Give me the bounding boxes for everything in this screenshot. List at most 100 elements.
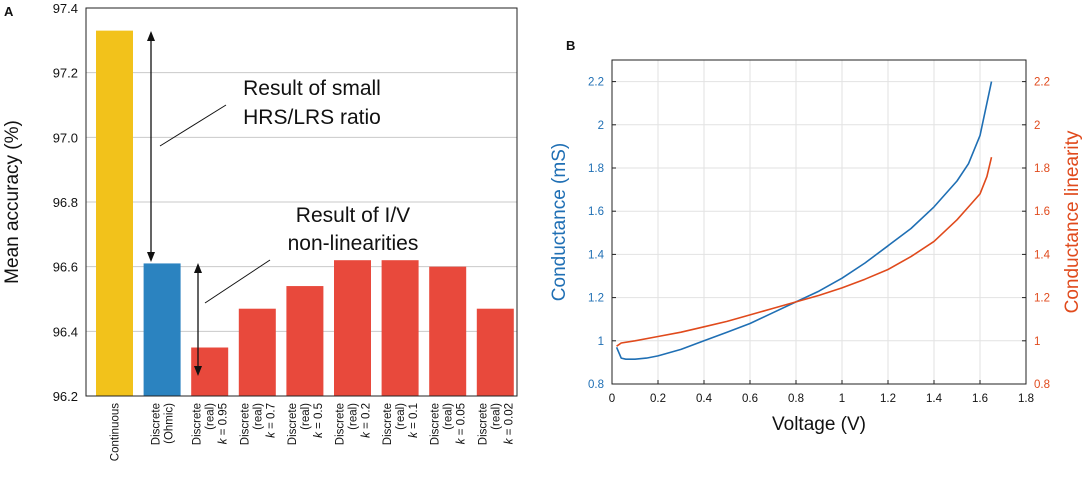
panel-b-label: B bbox=[566, 38, 575, 53]
right-y-tick-label: 2 bbox=[1034, 120, 1040, 132]
x-tick-label: Discrete bbox=[335, 403, 347, 445]
bar bbox=[143, 263, 181, 396]
x-tick-label-k: k bbox=[408, 431, 420, 438]
y-tick-label: 97.4 bbox=[53, 1, 78, 16]
arrow-head-down-icon-2 bbox=[194, 366, 202, 376]
panel-b-left-y-ticks: 0.8 1 1.2 1.4 1.6 1.8 2 2.2 bbox=[588, 77, 616, 391]
x-tick-label: (real) bbox=[300, 403, 312, 430]
right-y-tick-label: 1 bbox=[1034, 336, 1040, 348]
x-tick-label: 1.2 bbox=[880, 393, 896, 405]
panel-a-y-axis-label: Mean accuracy (%) bbox=[2, 120, 23, 284]
x-tick-label: Discrete bbox=[151, 403, 163, 445]
annotation-text-1-line-1: Result of small bbox=[243, 77, 381, 100]
panel-b-x-axis-label: Voltage (V) bbox=[772, 414, 866, 435]
x-tick-label-k-value: = 0.5 bbox=[313, 403, 325, 432]
left-y-tick-label: 2.2 bbox=[588, 77, 604, 89]
x-tick-label: Discrete bbox=[382, 403, 394, 445]
x-tick-label: (real) bbox=[490, 403, 502, 430]
y-tick-label: 96.8 bbox=[53, 195, 78, 210]
x-tick-label-k: k bbox=[218, 437, 230, 444]
x-tick-label-k-value: = 0.02 bbox=[503, 403, 515, 439]
panel-a-y-ticks: 96.2 96.4 96.6 96.8 97.0 97.2 97.4 bbox=[53, 1, 78, 404]
x-tick-label: k = 0.95 bbox=[218, 403, 230, 444]
panel-b-x-ticks: 0 0.2 0.4 0.6 0.8 1 1.2 1.4 1.6 1.8 bbox=[609, 380, 1034, 405]
annotation-text-1-line-2: HRS/LRS ratio bbox=[243, 106, 381, 129]
left-y-tick-label: 1.2 bbox=[588, 293, 604, 305]
bar bbox=[476, 308, 514, 396]
x-tick-label: 1.8 bbox=[1018, 393, 1034, 405]
x-tick-label: 1.6 bbox=[972, 393, 988, 405]
x-tick-label-k-value: = 0.1 bbox=[408, 403, 420, 432]
left-y-tick-label: 1.6 bbox=[588, 206, 604, 218]
panel-a-frame bbox=[85, 7, 518, 397]
x-tick-label: k = 0.5 bbox=[313, 403, 325, 438]
x-tick-label: Discrete bbox=[192, 403, 204, 445]
x-tick-label-k: k bbox=[313, 431, 325, 438]
x-tick-label: k = 0.1 bbox=[408, 403, 420, 438]
right-y-tick-label: 2.2 bbox=[1034, 77, 1050, 89]
conductance-line bbox=[615, 81, 993, 361]
x-tick-label: k = 0.7 bbox=[265, 403, 277, 438]
x-tick-label: k = 0.2 bbox=[361, 403, 373, 438]
x-tick-label: 0 bbox=[609, 393, 615, 405]
bar bbox=[381, 260, 419, 396]
bar bbox=[96, 30, 133, 397]
left-y-tick-label: 1.4 bbox=[588, 249, 605, 261]
right-y-tick-label: 1.2 bbox=[1034, 293, 1050, 305]
x-tick-label: 1.4 bbox=[926, 393, 943, 405]
arrow-head-down-icon bbox=[147, 252, 155, 262]
right-y-tick-label: 0.8 bbox=[1034, 379, 1050, 391]
annotation-leader-line-1 bbox=[159, 104, 227, 147]
x-tick-label-k-value: = 0.05 bbox=[456, 403, 468, 439]
y-tick-label: 97.0 bbox=[53, 130, 78, 145]
arrow-head-up-icon-2 bbox=[194, 263, 202, 273]
x-tick-label: Discrete bbox=[287, 403, 299, 445]
x-tick-label: 0.4 bbox=[696, 393, 713, 405]
x-tick-label: 1 bbox=[839, 393, 845, 405]
y-tick-label: 97.2 bbox=[53, 66, 78, 81]
left-y-tick-label: 1 bbox=[598, 336, 604, 348]
x-tick-label: Continuous bbox=[110, 403, 122, 461]
bar bbox=[334, 260, 371, 396]
right-y-tick-label: 1.4 bbox=[1034, 249, 1051, 261]
right-y-tick-label: 1.8 bbox=[1034, 163, 1050, 175]
panel-b-grid bbox=[612, 60, 1026, 384]
annotation-leader-line-2 bbox=[204, 259, 271, 304]
x-tick-label: k = 0.02 bbox=[503, 403, 515, 444]
x-tick-label-k: k bbox=[361, 431, 373, 438]
x-tick-label-k-value: = 0.95 bbox=[218, 403, 230, 439]
bar bbox=[286, 286, 324, 396]
right-y-tick-label: 1.6 bbox=[1034, 206, 1050, 218]
x-tick-label: (real) bbox=[205, 403, 217, 430]
panel-b-lines bbox=[615, 81, 993, 361]
x-tick-label: Discrete bbox=[430, 403, 442, 445]
y-tick-label: 96.6 bbox=[53, 260, 78, 275]
x-tick-label: (Ohmic) bbox=[164, 403, 176, 444]
x-tick-label: k = 0.05 bbox=[456, 403, 468, 444]
panel-b-right-y-ticks: 0.8 1 1.2 1.4 1.6 1.8 2 2.2 bbox=[1022, 77, 1051, 391]
x-tick-label: 0.6 bbox=[742, 393, 758, 405]
annotation-text-2-line-1: Result of I/V bbox=[296, 204, 410, 227]
panel-b-frame bbox=[611, 59, 1027, 385]
panel-a: A 96.2 96.4 96.6 96.8 97.0 97.2 97.4 Mean accu… bbox=[2, 1, 518, 461]
panel-b-right-y-axis-label: Conductance linearity bbox=[1062, 130, 1083, 313]
left-y-tick-label: 1.8 bbox=[588, 163, 604, 175]
annotation-text-2-line-2: non-linearities bbox=[288, 232, 419, 255]
x-tick-label: 0.2 bbox=[650, 393, 666, 405]
x-tick-label-k-value: = 0.2 bbox=[361, 403, 373, 432]
x-tick-label: (real) bbox=[395, 403, 407, 430]
y-tick-label: 96.4 bbox=[53, 324, 78, 339]
x-tick-label: (real) bbox=[443, 403, 455, 430]
panel-a-label: A bbox=[4, 4, 14, 19]
x-tick-label: Discrete bbox=[239, 403, 251, 445]
panel-b: B 0.8 1 1.2 1.4 1.6 1.8 2 2.2 0.8 1 1.2 1.4 1.6 1.8 2… bbox=[549, 38, 1083, 435]
bar bbox=[238, 308, 276, 396]
left-y-tick-label: 0.8 bbox=[588, 379, 604, 391]
x-tick-label: (real) bbox=[348, 403, 360, 430]
x-tick-label-k-value: = 0.7 bbox=[265, 403, 277, 432]
x-tick-label-k: k bbox=[265, 431, 277, 438]
bar bbox=[429, 266, 467, 396]
arrow-head-up-icon bbox=[147, 31, 155, 41]
x-tick-label-k: k bbox=[503, 437, 515, 444]
